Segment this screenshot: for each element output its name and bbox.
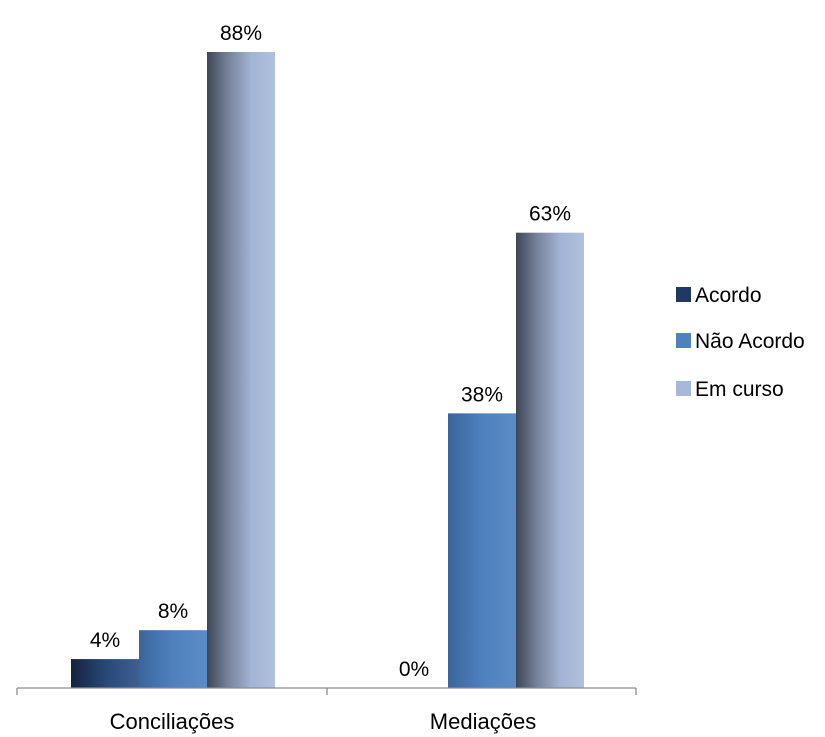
category-label-0: Conciliações	[110, 709, 235, 734]
legend-label-2: Em curso	[695, 378, 784, 401]
data-label-1-1: 38%	[461, 383, 503, 406]
legend: Acordo Não Acordo Em curso	[676, 284, 805, 401]
legend-label-0: Acordo	[695, 284, 762, 307]
data-label-1-0: 8%	[158, 600, 188, 623]
legend-item-1: Não Acordo	[676, 330, 805, 353]
bar-1-1	[448, 413, 516, 688]
bar-0-0	[71, 659, 139, 688]
data-label-2-0: 88%	[220, 22, 262, 45]
category-labels-layer: Conciliações Mediações	[110, 709, 537, 734]
category-label-1: Mediações	[430, 709, 536, 734]
legend-swatch-2	[676, 381, 691, 396]
data-label-0-1: 0%	[399, 658, 429, 681]
bar-2-1	[516, 232, 584, 688]
data-labels-layer: 4% 8% 88% 0% 38% 63%	[90, 22, 571, 681]
bar-1-0	[139, 630, 207, 688]
legend-label-1: Não Acordo	[695, 330, 805, 353]
legend-swatch-0	[676, 287, 691, 302]
data-label-0-0: 4%	[90, 629, 120, 652]
bar-2-0	[207, 52, 275, 688]
legend-swatch-1	[676, 333, 691, 348]
legend-item-0: Acordo	[676, 284, 762, 307]
legend-item-2: Em curso	[676, 378, 784, 401]
bars-layer	[71, 52, 584, 688]
data-label-2-1: 63%	[529, 203, 571, 226]
